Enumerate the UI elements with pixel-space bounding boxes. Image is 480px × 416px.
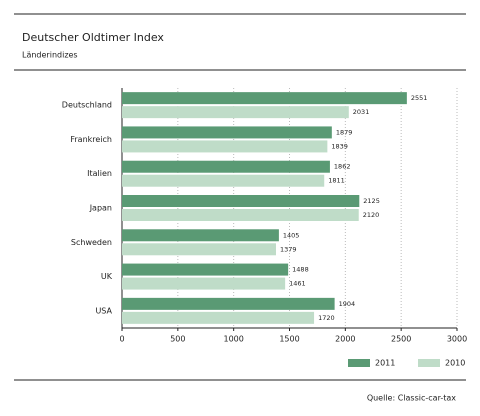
y-tick-label: Schweden — [71, 238, 112, 247]
y-tick-label: UK — [101, 272, 113, 281]
value-label: 1879 — [336, 128, 353, 136]
bar — [122, 195, 360, 207]
x-tick-label: 0 — [119, 335, 124, 344]
x-tick-label: 1500 — [279, 335, 299, 344]
x-tick-label: 2000 — [335, 335, 355, 344]
bar — [122, 92, 407, 105]
value-label: 1488 — [292, 266, 309, 274]
legend-swatch — [418, 359, 440, 367]
source: Quelle: Classic-car-tax — [367, 394, 456, 403]
chart-title: Deutscher Oldtimer Index — [22, 31, 164, 44]
value-label: 2125 — [363, 197, 380, 205]
value-label: 1904 — [339, 300, 356, 308]
legend-label: 2011 — [375, 359, 395, 368]
bar — [122, 297, 335, 310]
bar — [122, 229, 279, 242]
x-tick-label: 500 — [170, 335, 185, 344]
value-label: 1379 — [280, 245, 297, 253]
value-label: 1461 — [289, 280, 306, 288]
x-tick-label: 1000 — [223, 335, 243, 344]
legend-swatch — [348, 359, 370, 367]
value-label: 2120 — [363, 211, 380, 219]
bar — [122, 209, 359, 221]
value-label: 1405 — [283, 231, 300, 239]
y-tick-label: Italien — [87, 169, 112, 178]
y-tick-label: USA — [95, 306, 112, 315]
chart-subtitle: Länderindizes — [22, 51, 78, 60]
value-label: 2551 — [411, 94, 428, 102]
y-tick-label: Japan — [89, 204, 112, 213]
value-label: 1839 — [331, 142, 348, 150]
value-label: 1811 — [328, 177, 345, 185]
bar — [122, 140, 328, 153]
bar — [122, 160, 330, 173]
y-tick-label: Frankreich — [70, 135, 112, 144]
y-tick-label: Deutschland — [62, 101, 112, 110]
bar — [122, 277, 286, 290]
bar — [122, 126, 332, 139]
bar — [122, 106, 349, 119]
value-label: 1720 — [318, 314, 335, 322]
value-label: 2031 — [353, 108, 370, 116]
bar — [122, 263, 289, 276]
value-label: 1862 — [334, 163, 351, 171]
bar — [122, 311, 315, 324]
bar — [122, 174, 325, 187]
legend-label: 2010 — [445, 359, 465, 368]
x-tick-label: 3000 — [447, 335, 467, 344]
bar — [122, 243, 276, 256]
x-tick-label: 2500 — [391, 335, 411, 344]
